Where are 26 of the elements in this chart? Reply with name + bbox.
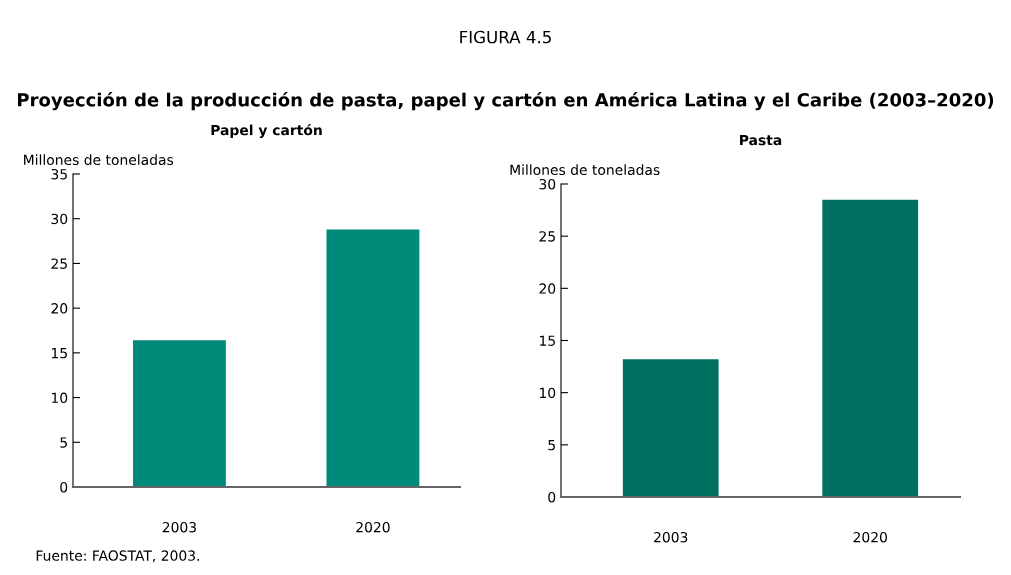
y-tick-label: 0	[60, 481, 68, 493]
y-axis-title: Millones de toneladas	[510, 164, 660, 176]
chart-title: Papel y cartón	[211, 124, 322, 139]
y-tick-label: 20	[539, 283, 556, 294]
y-tick-label: 10	[539, 387, 556, 399]
y-tick-label: 10	[51, 392, 68, 404]
y-tick-label: 25	[51, 258, 67, 269]
x-tick-label: 2020	[356, 521, 390, 533]
y-tick-label: 30	[539, 178, 556, 190]
source-note: Fuente: FAOSTAT, 2003.	[36, 550, 199, 563]
y-tick-label: 35	[51, 168, 67, 180]
y-tick-label: 20	[51, 303, 68, 314]
y-tick-label: 15	[539, 335, 555, 346]
y-axis-title: Millones de toneladas	[24, 154, 174, 166]
y-tick-label: 25	[539, 231, 555, 242]
x-tick-label: 2020	[853, 531, 887, 543]
y-tick-label: 5	[548, 439, 555, 451]
y-tick-label: 5	[60, 437, 67, 448]
y-tick-label: 15	[51, 348, 67, 359]
x-tick-label: 2003	[654, 531, 688, 543]
x-tick-label: 2003	[162, 521, 196, 533]
y-tick-label: 30	[51, 213, 68, 225]
chart-title: Pasta	[740, 134, 782, 146]
text: Proyección de la producción de pasta, papel y cartón en América Latina y el Caribe (2003–2020)	[18, 91, 994, 111]
text: FIGURA 4.5	[460, 30, 551, 44]
y-tick-label: 0	[548, 491, 556, 503]
